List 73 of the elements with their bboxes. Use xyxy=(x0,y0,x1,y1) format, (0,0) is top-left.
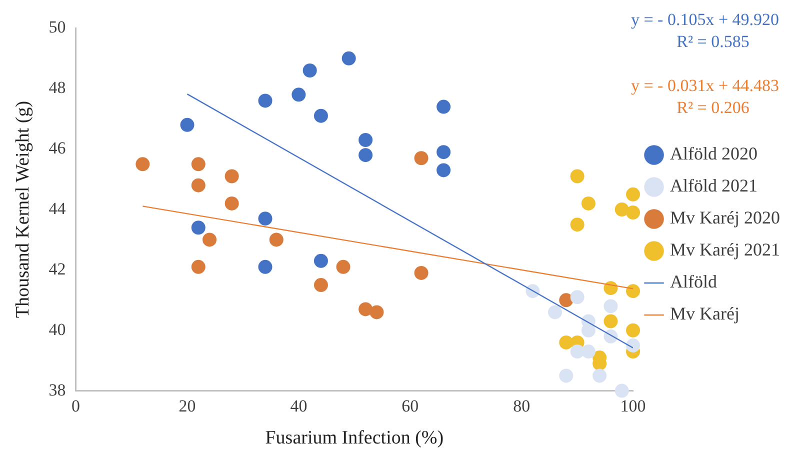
y-tick-label: 50 xyxy=(48,18,66,37)
point xyxy=(614,384,629,398)
point xyxy=(370,305,384,320)
point xyxy=(269,232,284,247)
text: R² = 0.206 xyxy=(676,98,750,117)
point xyxy=(314,108,328,123)
point xyxy=(570,218,584,232)
legend-label: Alföld 2020 xyxy=(670,144,758,164)
y-tick-label: 48 xyxy=(48,78,66,98)
x-tick-label: 80 xyxy=(513,396,530,416)
point xyxy=(626,323,640,338)
y-axis-title: Thousand Kernel Weight (g) xyxy=(12,100,34,318)
point xyxy=(342,51,356,66)
point xyxy=(436,100,451,114)
point xyxy=(570,169,584,184)
x-tick-label: 40 xyxy=(290,396,308,416)
point xyxy=(180,118,194,132)
point xyxy=(358,302,373,316)
annotation: y = - 0.105x + 49.920 xyxy=(630,10,780,29)
point xyxy=(604,314,618,328)
x-axis-title: Fusarium Infection (%) xyxy=(265,428,444,449)
legend-label: Mv Karéj 2021 xyxy=(670,240,780,260)
point xyxy=(202,232,217,247)
point xyxy=(604,299,618,314)
point xyxy=(614,202,629,216)
point xyxy=(559,368,574,383)
legend-label: Alföld 2021 xyxy=(670,176,758,196)
point xyxy=(559,293,574,308)
y-tick-label: 42 xyxy=(48,259,66,278)
point xyxy=(414,151,428,166)
x-tick-label: 0 xyxy=(72,396,80,416)
y-tick-label: 40 xyxy=(48,320,66,339)
point xyxy=(626,187,640,202)
point xyxy=(626,284,640,298)
point xyxy=(581,196,596,210)
point xyxy=(314,254,328,268)
point xyxy=(292,88,306,102)
point xyxy=(414,266,428,280)
point xyxy=(570,290,584,304)
point xyxy=(336,260,350,274)
x-tick-label: 100 xyxy=(620,396,646,416)
y-tick-label: 46 xyxy=(48,138,66,158)
point xyxy=(191,260,206,274)
point xyxy=(258,260,272,274)
point xyxy=(358,133,373,147)
legend-label: Mv Karéj xyxy=(670,304,740,324)
point xyxy=(191,157,206,172)
x-tick-label: 20 xyxy=(178,396,196,416)
text: R² = 0.585 xyxy=(676,32,750,51)
point xyxy=(136,157,150,172)
point xyxy=(302,64,317,78)
point xyxy=(224,196,239,210)
y-tick-label: 44 xyxy=(48,198,66,218)
legend-label: Alföld xyxy=(670,272,718,292)
legend-label: Mv Karéj 2020 xyxy=(670,208,780,228)
point xyxy=(626,206,640,220)
annotation: y = - 0.031x + 44.483 xyxy=(630,76,780,95)
y-tick-label: 38 xyxy=(48,380,66,400)
x-tick-label: 60 xyxy=(402,396,419,416)
point xyxy=(548,305,562,320)
point xyxy=(191,220,206,235)
point xyxy=(358,148,373,162)
point xyxy=(626,338,640,352)
point xyxy=(258,212,272,226)
point xyxy=(191,178,206,192)
point xyxy=(314,278,328,292)
point xyxy=(592,368,607,383)
point xyxy=(258,94,272,108)
point xyxy=(436,145,451,160)
point xyxy=(559,335,574,350)
point xyxy=(581,344,596,359)
point xyxy=(224,169,239,184)
point xyxy=(436,163,451,178)
